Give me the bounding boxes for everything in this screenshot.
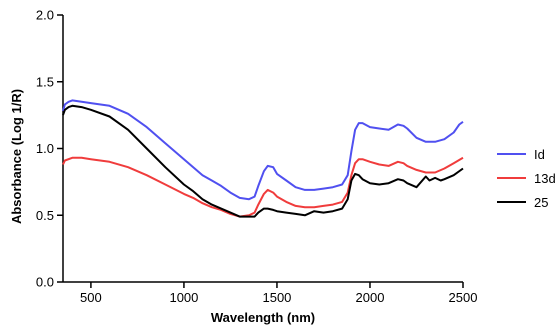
legend: Id 13d 25 bbox=[497, 147, 556, 210]
y-tick-label: 2.0 bbox=[36, 8, 54, 23]
x-axis-title: Wavelength (nm) bbox=[211, 310, 315, 325]
y-tick-label: 1.5 bbox=[36, 74, 54, 89]
axes: 0.0 0.5 1.0 1.5 2.0 500 1000 1500 2000 2500 bbox=[36, 8, 478, 306]
y-ticks: 0.0 0.5 1.0 1.5 2.0 bbox=[36, 8, 63, 290]
x-tick-label: 2000 bbox=[356, 290, 385, 305]
series-group bbox=[62, 99, 464, 218]
x-tick-label: 1000 bbox=[169, 290, 198, 305]
legend-label: 25 bbox=[534, 195, 548, 210]
y-tick-label: 1.0 bbox=[36, 141, 54, 156]
y-axis-title: Absorbance (Log 1/R) bbox=[9, 89, 24, 224]
x-tick-label: 500 bbox=[80, 290, 102, 305]
legend-label: 13d bbox=[534, 171, 556, 186]
y-tick-label: 0.0 bbox=[36, 275, 54, 290]
legend-label: Id bbox=[534, 147, 545, 162]
x-ticks: 500 1000 1500 2000 2500 bbox=[80, 282, 477, 305]
x-tick-label: 2500 bbox=[449, 290, 478, 305]
series-line-1 bbox=[62, 99, 464, 201]
series-line-2 bbox=[62, 156, 464, 218]
y-tick-label: 0.5 bbox=[36, 208, 54, 223]
x-tick-label: 1500 bbox=[262, 290, 291, 305]
series-line-3 bbox=[62, 104, 464, 218]
